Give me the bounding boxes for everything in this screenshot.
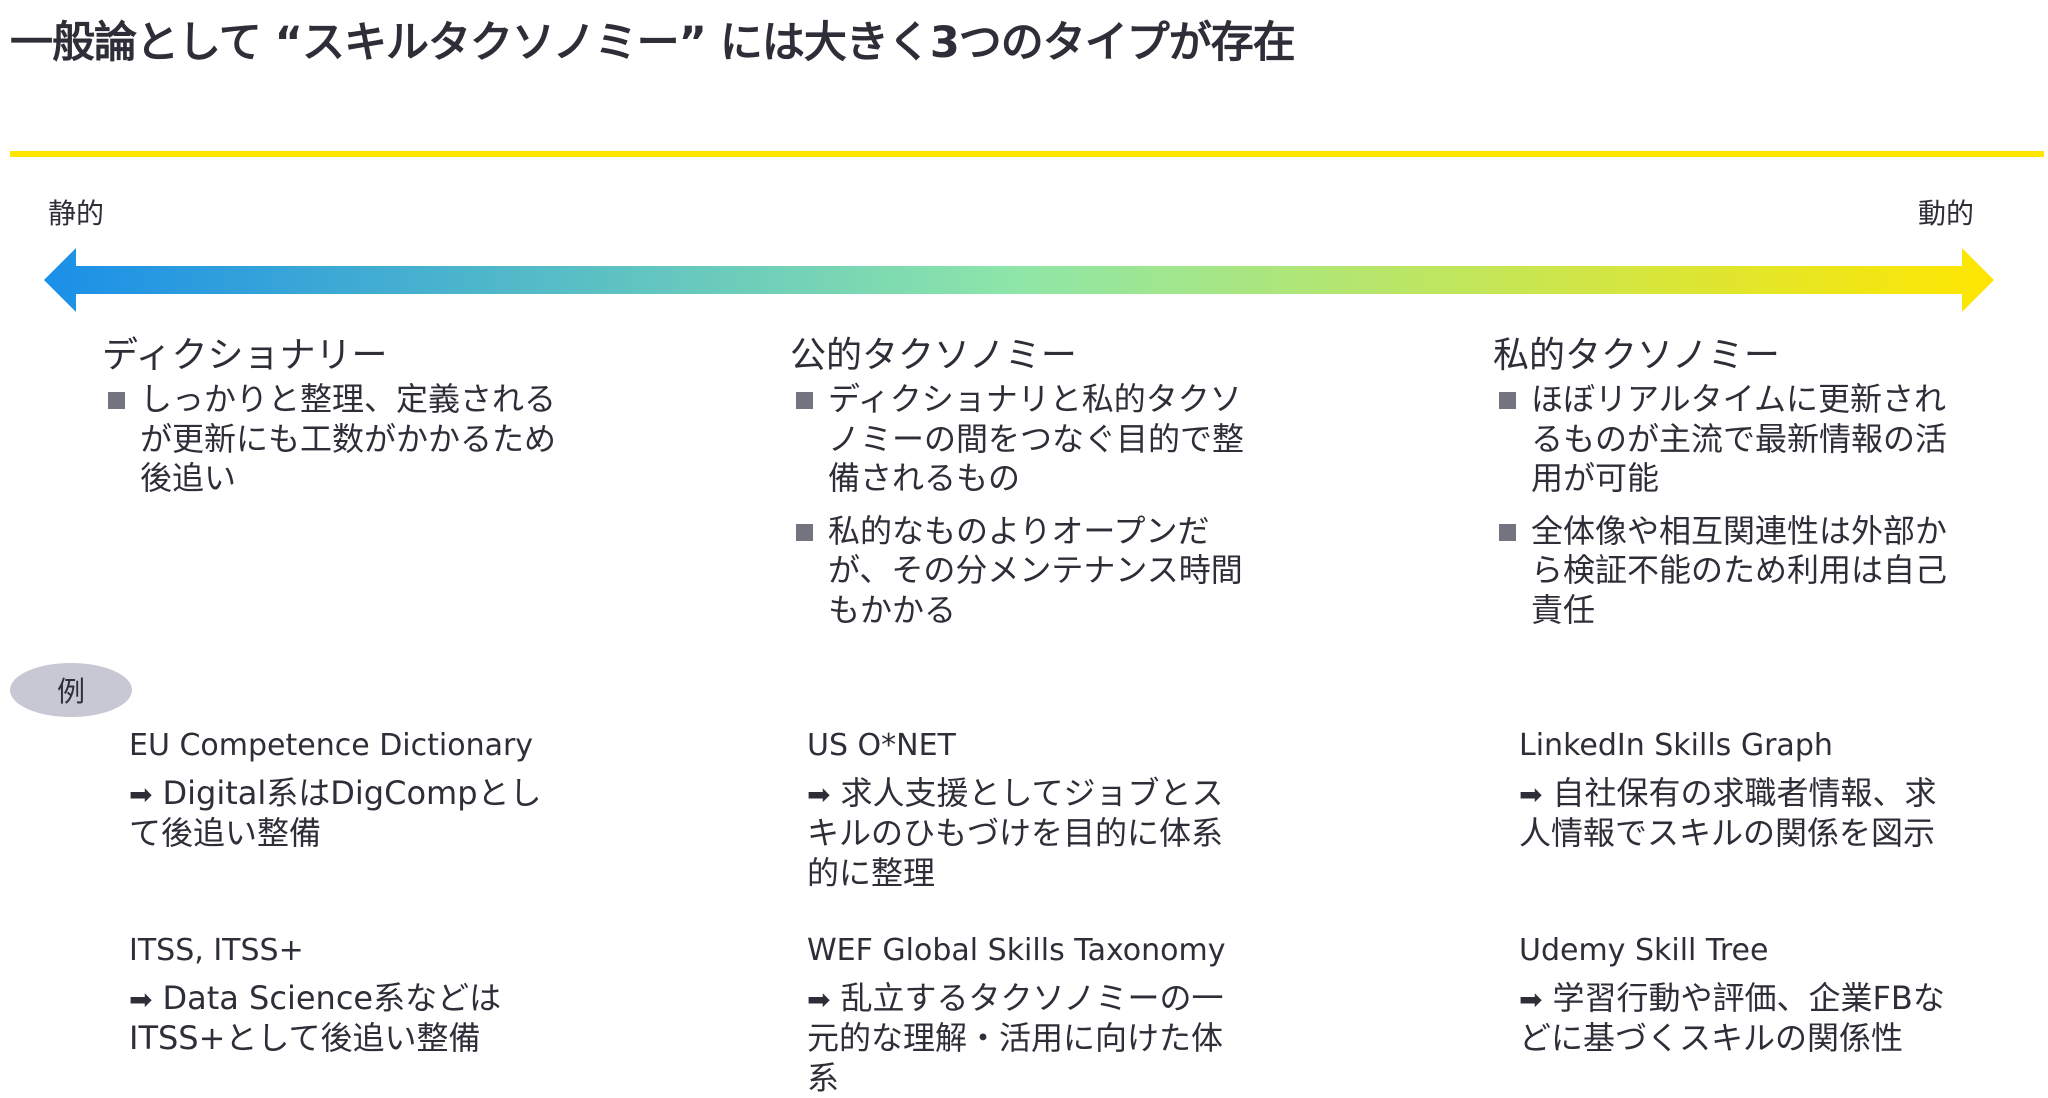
example-item: EU Competence Dictionary ➡ Digital系はDigCom… [129, 726, 569, 854]
column-bullets: ほぼリアルタイムに更新されるものが主流で最新情報の活用が可能 全体像や相互関連性は… [1499, 380, 1959, 643]
page-title: 一般論として “スキルタクソノミー” には大きく3つのタイプが存在 [10, 18, 1296, 68]
example-item: Udemy Skill Tree ➡ 学習行動や評価、企業FBなどに基づくスキルの関… [1519, 931, 1959, 1059]
column-heading: 私的タクソノミー [1493, 335, 1780, 376]
example-item: LinkedIn Skills Graph ➡ 自社保有の求職者情報、求人情報でスキ… [1519, 726, 1959, 854]
examples-label: 例 [56, 675, 85, 708]
bullet-text: 全体像や相互関連性は外部から検証不能のため利用は自己責任 [1531, 511, 1948, 629]
examples-badge: 例 [10, 663, 132, 717]
bullet-square-icon [796, 523, 813, 541]
example-item: ITSS, ITSS+ ➡ Data Science系などはITSS+として後追い整… [129, 931, 569, 1059]
static-label: 静的 [48, 197, 105, 230]
column-bullets: ディクショナリと私的タクソノミーの間をつなぐ目的で整備されるもの 私的なものよりオ… [796, 380, 1256, 643]
example-desc: 求人支援としてジョブとスキルのひもづけを目的に体系的に整理 [807, 773, 1224, 892]
bullet-square-icon [1499, 523, 1516, 541]
bullet-item: しっかりと整理、定義されるが更新にも工数がかかるため後追い [108, 380, 568, 499]
arrow-right-icon: ➡ [129, 982, 153, 1016]
bullet-square-icon [1499, 392, 1516, 409]
bullet-square-icon [796, 392, 813, 409]
column-heading: ディクショナリー [102, 335, 388, 376]
column-heading: 公的タクソノミー [790, 335, 1077, 376]
dynamic-label: 動的 [1918, 197, 1975, 230]
example-item: WEF Global Skills Taxonomy ➡ 乱立するタクソノミーの一元… [807, 931, 1247, 1098]
bullet-square-icon [108, 392, 125, 409]
arrow-right-icon: ➡ [807, 777, 831, 811]
example-name: ITSS, ITSS+ [129, 933, 304, 968]
example-desc: 学習行動や評価、企業FBなどに基づくスキルの関係性 [1519, 978, 1945, 1058]
bullet-text: ほぼリアルタイムに更新されるものが主流で最新情報の活用が可能 [1531, 380, 1948, 497]
bullet-text: 私的なものよりオープンだが、その分メンテナンス時間もかかる [828, 511, 1243, 629]
example-name: US O*NET [807, 728, 956, 763]
bullet-item: 全体像や相互関連性は外部から検証不能のため利用は自己責任 [1499, 512, 1959, 631]
column-bullets: しっかりと整理、定義されるが更新にも工数がかかるため後追い [108, 380, 568, 512]
example-desc: 自社保有の求職者情報、求人情報でスキルの関係を図示 [1519, 773, 1937, 853]
example-name: WEF Global Skills Taxonomy [807, 933, 1226, 968]
example-name: Udemy Skill Tree [1519, 933, 1769, 968]
bullet-item: ほぼリアルタイムに更新されるものが主流で最新情報の活用が可能 [1499, 380, 1959, 499]
arrow-right-icon: ➡ [807, 982, 831, 1016]
example-item: US O*NET ➡ 求人支援としてジョブとスキルのひもづけを目的に体系的に整理 [807, 726, 1247, 893]
example-desc: Digital系はDigCompとして後追い整備 [129, 773, 542, 853]
arrow-right-icon: ➡ [1519, 982, 1543, 1016]
example-desc: 乱立するタクソノミーの一元的な理解・活用に向けた体系 [807, 978, 1224, 1097]
arrow-right-icon: ➡ [129, 777, 153, 811]
static-dynamic-double-arrow [44, 248, 1994, 312]
example-name: EU Competence Dictionary [129, 728, 534, 763]
title-divider [10, 151, 2044, 157]
bullet-item: 私的なものよりオープンだが、その分メンテナンス時間もかかる [796, 512, 1256, 631]
example-desc: Data Science系などはITSS+として後追い整備 [129, 978, 502, 1058]
bullet-item: ディクショナリと私的タクソノミーの間をつなぐ目的で整備されるもの [796, 380, 1256, 499]
bullet-text: しっかりと整理、定義されるが更新にも工数がかかるため後追い [140, 380, 557, 497]
example-name: LinkedIn Skills Graph [1519, 728, 1833, 763]
bullet-text: ディクショナリと私的タクソノミーの間をつなぐ目的で整備されるもの [828, 380, 1245, 497]
arrow-right-icon: ➡ [1519, 777, 1543, 811]
